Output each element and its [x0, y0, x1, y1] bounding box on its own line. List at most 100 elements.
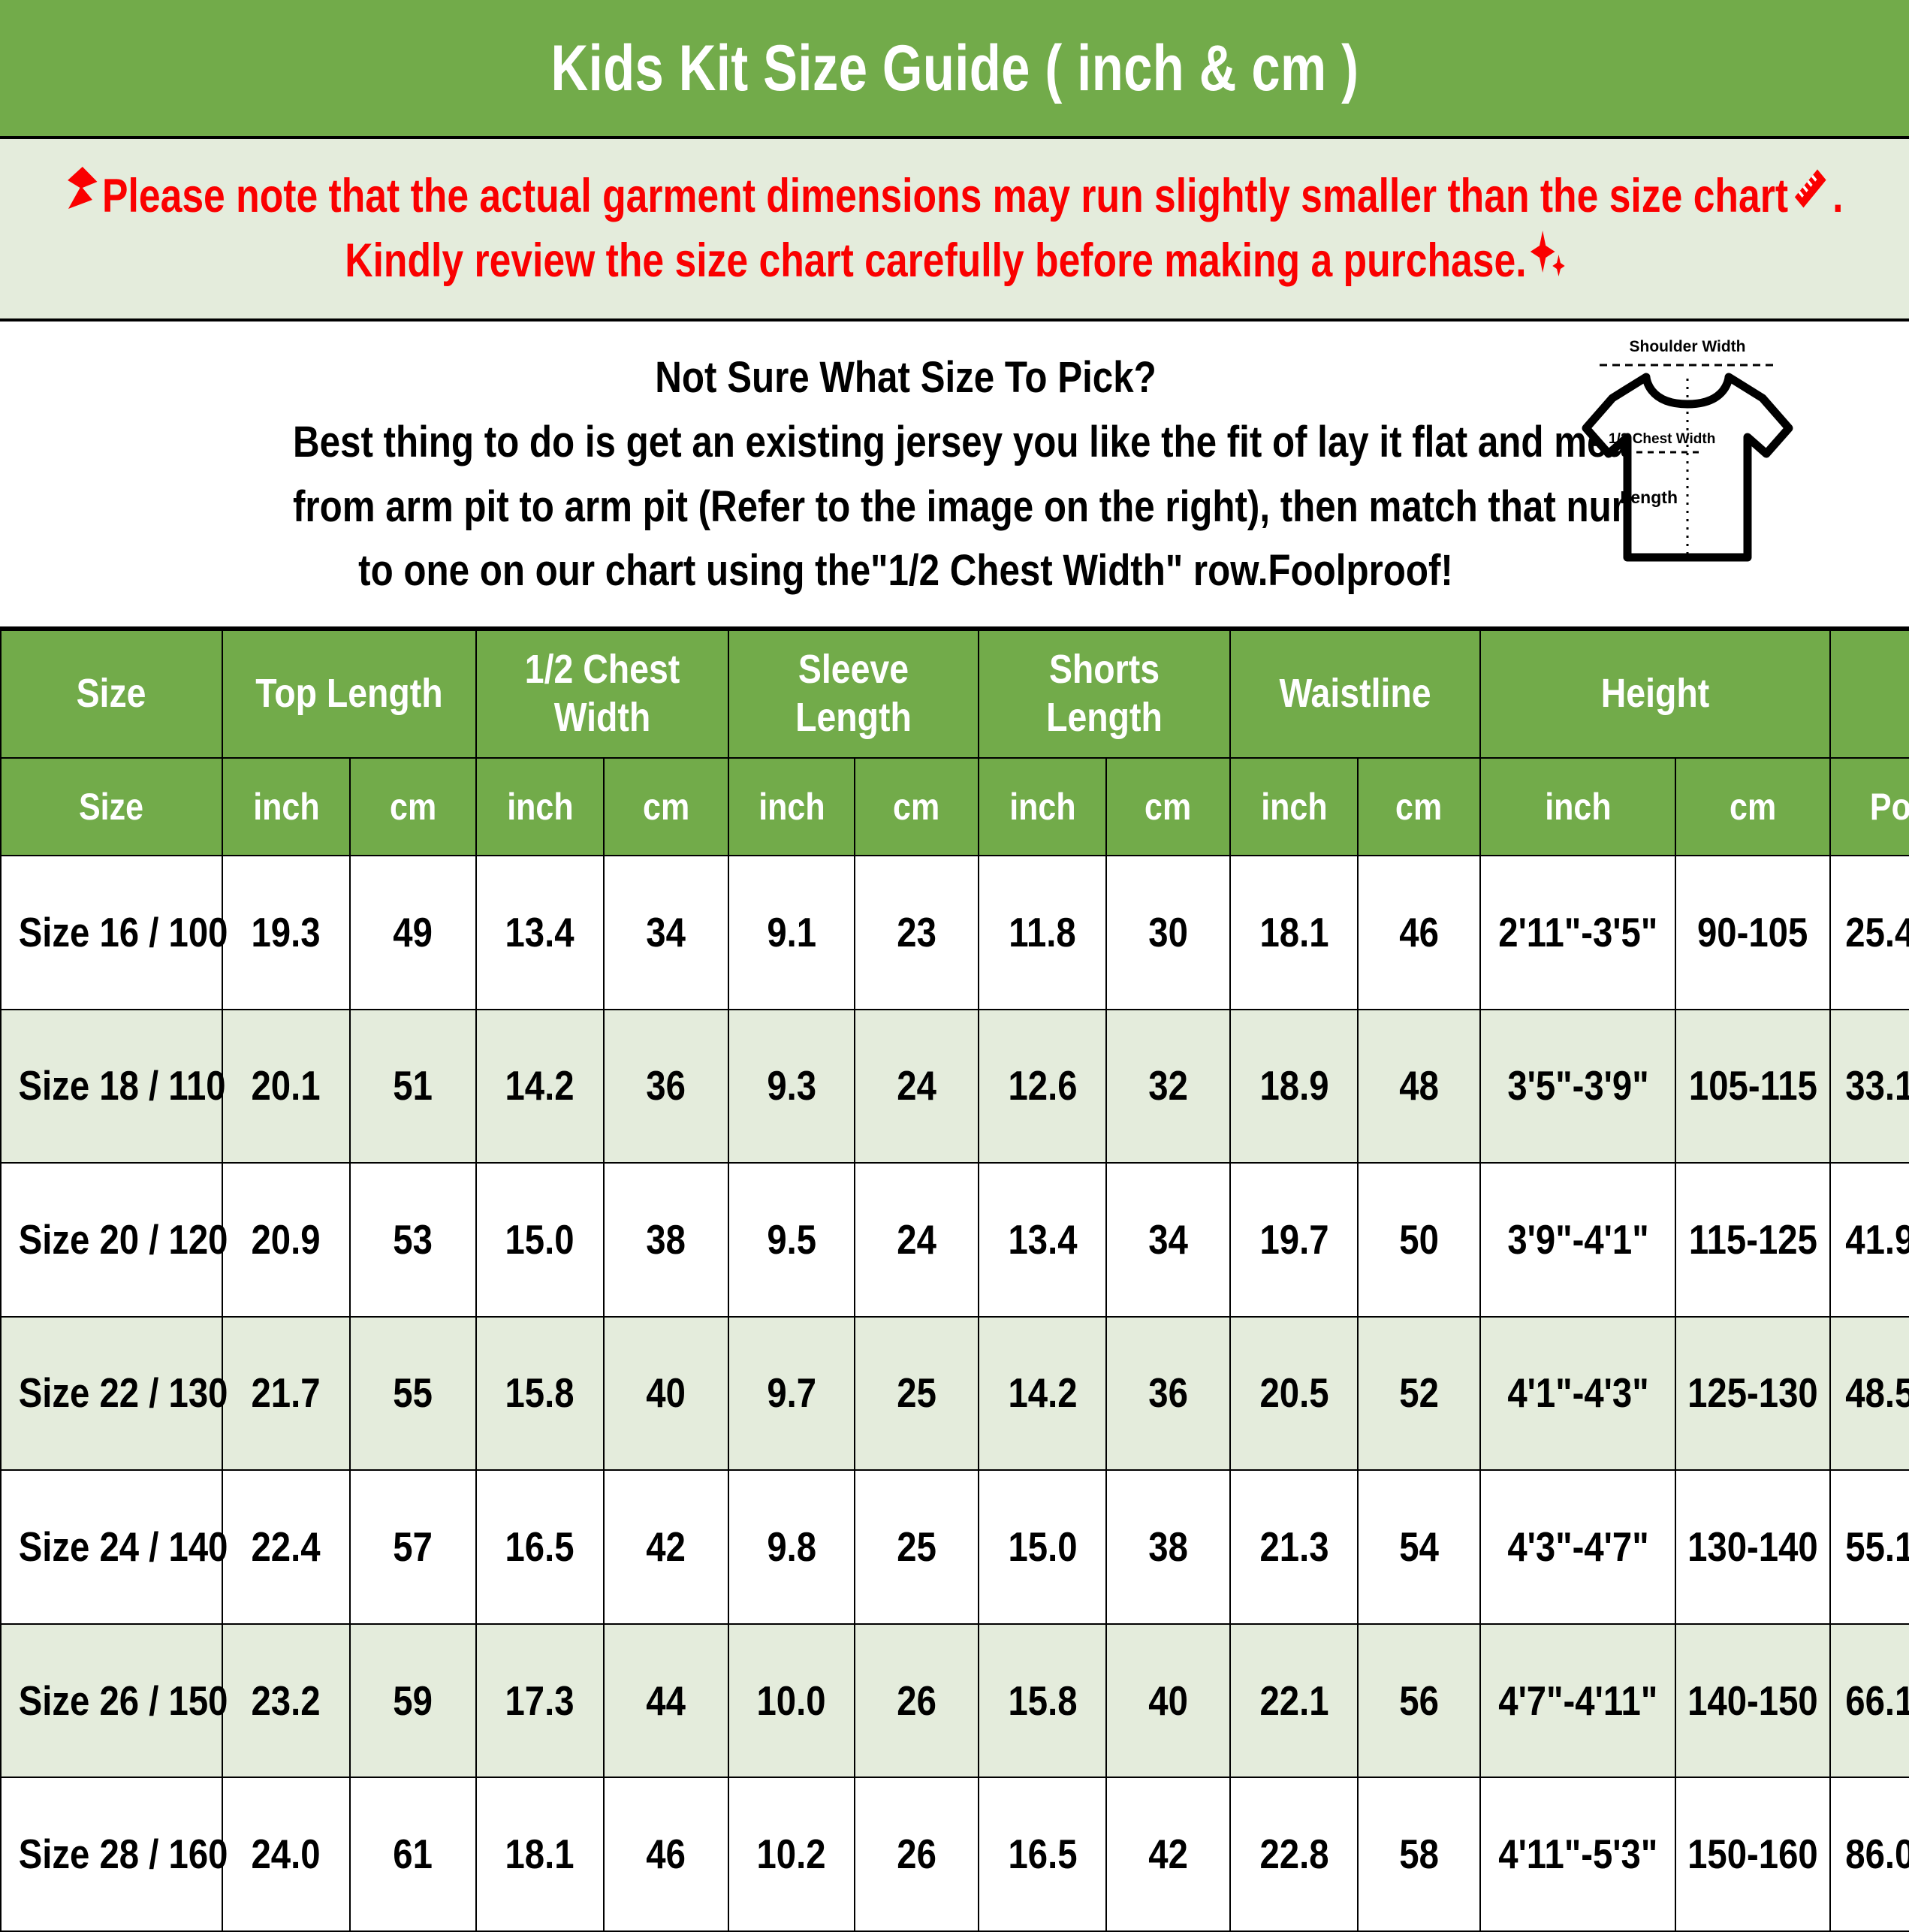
group-header-label: Height — [1600, 671, 1710, 717]
cell-value: 21.7 — [251, 1369, 321, 1417]
unit-header-12-cm: cm — [1675, 757, 1832, 856]
cell-value: 22.4 — [251, 1523, 321, 1571]
cell-value: 59 — [393, 1677, 433, 1724]
measurement-cell: 34 — [1105, 1162, 1232, 1318]
size-cell: Size 18 / 110 — [0, 1008, 226, 1164]
measurement-cell: 25.4-33.1 — [1829, 855, 1909, 1010]
cell-value: 22.1 — [1259, 1677, 1329, 1724]
table-row: Size 26 / 150 23.2 59 17.3 44 10.0 26 15.8 40 22.… — [0, 1623, 1909, 1779]
measurement-cell: 34 — [603, 855, 730, 1010]
unit-header-label: cm — [893, 785, 940, 828]
measurement-cell: 9.1 — [728, 855, 856, 1010]
sparkles-icon — [1529, 229, 1565, 293]
measurement-cell: 25 — [854, 1315, 980, 1472]
cell-value: 20.1 — [251, 1062, 321, 1109]
cell-value: 140-150 — [1687, 1677, 1818, 1724]
unit-header-label: inch — [506, 785, 574, 828]
size-cell: Size 20 / 120 — [0, 1162, 228, 1318]
measurement-cell: 49 — [348, 855, 478, 1010]
cell-value: Size 24 / 140 — [18, 1523, 228, 1571]
cell-value: 14.2 — [505, 1062, 575, 1109]
cell-value: 16.5 — [1007, 1831, 1078, 1878]
unit-header-3-inch: inch — [475, 757, 605, 856]
cell-value: 51 — [393, 1062, 433, 1109]
cell-value: 13.4 — [1007, 1215, 1078, 1263]
group-header-height: Height — [1479, 629, 1832, 759]
group-header-label: Waistline — [1279, 671, 1431, 717]
group-header-sleeve-length: Sleeve Length — [728, 629, 980, 759]
measurement-cell: 9.5 — [728, 1162, 856, 1318]
unit-header-label: inch — [758, 785, 825, 828]
notice-text-1: Please note that the actual garment dime… — [102, 170, 1789, 223]
cell-value: 40 — [646, 1369, 686, 1417]
cell-value: 38 — [646, 1215, 686, 1263]
group-header-row: Size Top Length 1/2 Chest Width Sleeve Leng… — [0, 629, 1909, 759]
cell-value: 58 — [1399, 1831, 1439, 1878]
info-heading: Not Sure What Size To Pick? — [655, 352, 1157, 402]
measurement-cell: 23 — [854, 855, 980, 1010]
measurement-cell: 15.0 — [978, 1469, 1108, 1625]
cell-value: 2'11"-3'5" — [1498, 908, 1658, 955]
cell-value: 34 — [1148, 1215, 1188, 1263]
measurement-cell: 38 — [603, 1162, 730, 1318]
measurement-cell: 51 — [348, 1008, 478, 1164]
cell-value: 3'9"-4'1" — [1506, 1215, 1649, 1263]
group-header-waistline: Waistline — [1229, 629, 1482, 759]
unit-header-11-inch: inch — [1479, 757, 1677, 856]
measurement-cell: 19.3 — [222, 855, 351, 1010]
table-head: Size Top Length 1/2 Chest Width Sleeve Leng… — [0, 629, 1909, 856]
measurement-cell: 24 — [854, 1162, 980, 1318]
cell-value: 15.8 — [505, 1369, 575, 1417]
measurement-cell: 10.2 — [728, 1777, 856, 1932]
size-cell: Size 16 / 100 — [0, 855, 228, 1010]
cell-value: 19.3 — [251, 908, 321, 955]
cell-value: 150-160 — [1687, 1831, 1818, 1878]
measurement-cell: 105-115 — [1675, 1008, 1832, 1164]
unit-header-8-cm: cm — [1105, 757, 1232, 856]
unit-header-label: cm — [1144, 785, 1192, 828]
notice-band: Please note that the actual garment dime… — [0, 139, 1909, 321]
measurement-cell: 56 — [1357, 1623, 1482, 1779]
info-line-3: to one on our chart using the"1/2 Chest … — [358, 546, 1453, 596]
cell-value: 46 — [646, 1831, 686, 1878]
group-header-label: 1/2 Chest Width — [524, 647, 680, 740]
unit-header-label: cm — [1729, 785, 1777, 828]
group-header-top-length: Top Length — [221, 629, 478, 759]
cell-value: 4'11"-5'3" — [1498, 1831, 1658, 1878]
notice-line-2: Kindly review the size chart carefully b… — [345, 229, 1565, 293]
measurement-cell: 22.4 — [222, 1469, 351, 1625]
cell-value: 86.0-99.2 — [1845, 1831, 1909, 1878]
measurement-cell: 20.9 — [222, 1162, 351, 1318]
measurement-cell: 17.3 — [475, 1623, 605, 1779]
measurement-cell: 40 — [603, 1315, 730, 1472]
unit-header-label: cm — [389, 785, 437, 828]
group-header-label: Sleeve Length — [795, 647, 912, 740]
unit-header-5-inch: inch — [728, 757, 856, 856]
measurement-cell: 13.4 — [475, 855, 605, 1010]
cell-value: 42 — [1148, 1831, 1188, 1878]
size-cell: Size 22 / 130 — [0, 1315, 228, 1472]
measurement-cell: 30 — [1105, 855, 1232, 1010]
measurement-cell: 46 — [1357, 855, 1482, 1010]
cell-value: 125-130 — [1687, 1369, 1818, 1417]
measurement-cell: 57 — [348, 1469, 478, 1625]
measurement-cell: 58 — [1357, 1777, 1482, 1932]
cell-value: 57 — [393, 1523, 433, 1571]
unit-header-9-inch: inch — [1229, 757, 1359, 856]
cell-value: 3'5"-3'9" — [1506, 1062, 1649, 1109]
cell-value: 17.3 — [505, 1677, 575, 1724]
cell-value: 48.5-55.1 — [1845, 1369, 1909, 1417]
measurement-cell: 19.7 — [1229, 1162, 1359, 1318]
cell-value: 40 — [1148, 1677, 1188, 1724]
cell-value: 9.5 — [767, 1215, 816, 1263]
cell-value: 13.4 — [505, 908, 575, 955]
notice-line-1: Please note that the actual garment dime… — [65, 165, 1844, 228]
cell-value: 34 — [646, 908, 686, 955]
measurement-cell: 36 — [1105, 1315, 1232, 1472]
cell-value: 24 — [897, 1215, 936, 1263]
measurement-cell: 13.4 — [978, 1162, 1108, 1318]
info-text-block: Not Sure What Size To Pick? Best thing t… — [185, 345, 1706, 603]
info-line-2: from arm pit to arm pit (Refer to the im… — [293, 481, 1702, 531]
unit-header-1-inch: inch — [222, 757, 351, 856]
